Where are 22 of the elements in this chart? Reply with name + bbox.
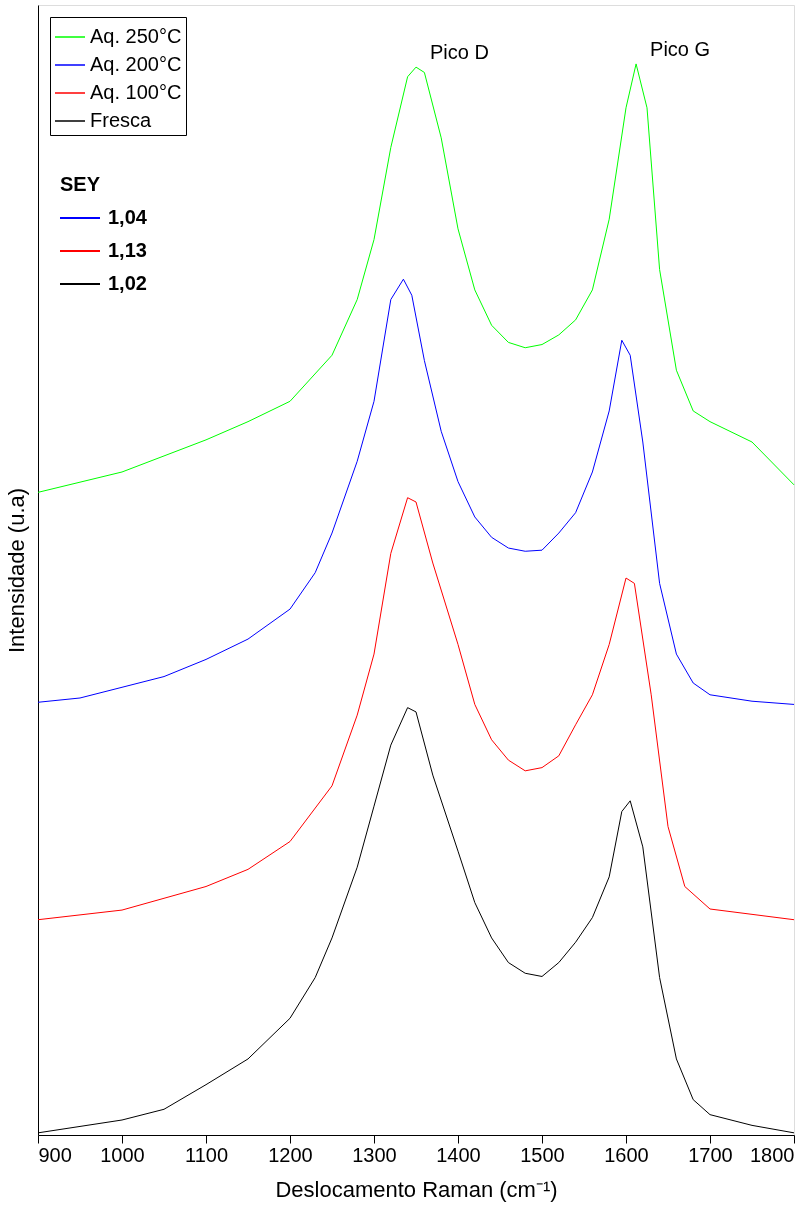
annotation: 1,02	[108, 272, 147, 294]
legend-label: Aq. 250°C	[90, 25, 182, 47]
annotation: 1,04	[108, 206, 148, 228]
x-tick-label: 1700	[688, 1143, 733, 1166]
annotation: Pico D	[430, 41, 489, 64]
x-tick-label: 1200	[268, 1143, 313, 1166]
x-tick-label: 1400	[436, 1143, 481, 1166]
x-tick-label: 1100	[184, 1143, 229, 1166]
x-tick-label: 1000	[100, 1143, 145, 1166]
annotation: 1,13	[108, 239, 147, 261]
legend-label: Fresca	[90, 109, 152, 131]
legend-label: Aq. 200°C	[90, 53, 182, 75]
x-tick-label: 900	[38, 1143, 72, 1166]
y-axis-title: Intensidade (u.a)	[3, 487, 29, 654]
x-tick-label: 1500	[520, 1143, 565, 1166]
x-tick-label: 1300	[352, 1143, 397, 1166]
legend-label: Aq. 100°C	[90, 81, 182, 103]
x-tick-label: 1800	[750, 1143, 795, 1166]
x-axis-title: Deslocamento Raman (cm⁻¹)	[275, 1176, 558, 1202]
annotation: Pico G	[650, 37, 711, 60]
x-tick-label: 1600	[604, 1143, 649, 1166]
annotation: SEY	[60, 173, 101, 195]
